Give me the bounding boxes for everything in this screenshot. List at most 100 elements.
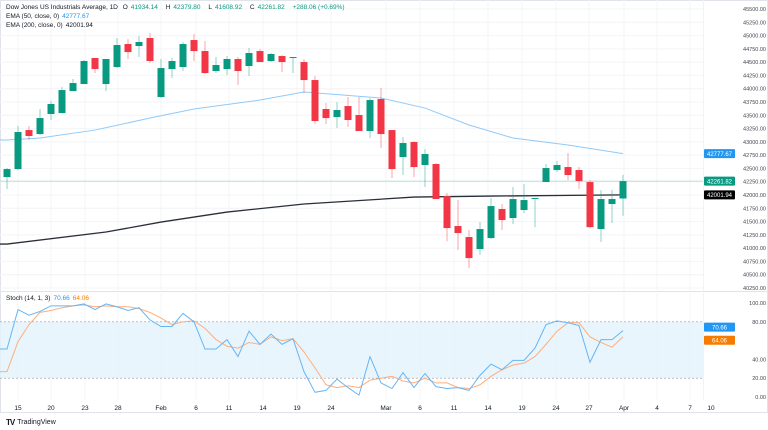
candle bbox=[278, 55, 286, 73]
candle bbox=[91, 57, 99, 74]
stoch-k-value: 70.66 bbox=[53, 295, 70, 302]
candle-body bbox=[454, 226, 462, 234]
x-tick-label: 15 bbox=[14, 405, 22, 412]
stoch-y-tick-label: 20.00 bbox=[752, 376, 766, 382]
x-tick-label: 10 bbox=[707, 405, 715, 412]
candle bbox=[245, 48, 253, 77]
ema50-legend[interactable]: EMA (50, close, 0) 42777.67 bbox=[6, 12, 92, 21]
y-tick-label: 45500.00 bbox=[743, 7, 766, 13]
x-tick-label: 24 bbox=[552, 405, 560, 412]
x-tick-label: 27 bbox=[585, 405, 593, 412]
candle-body bbox=[366, 100, 374, 132]
candle bbox=[322, 103, 330, 125]
candle bbox=[14, 126, 22, 171]
y-tick-label: 41500.00 bbox=[743, 220, 766, 226]
stoch-legend[interactable]: Stoch (14, 1, 3) 70.66 64.06 bbox=[6, 294, 92, 303]
ema50-price-tag-bg bbox=[704, 149, 735, 159]
candle bbox=[564, 153, 572, 181]
ohlc-low: L 41608.92 bbox=[208, 4, 245, 11]
x-tick-label: 14 bbox=[484, 405, 492, 412]
candle-body bbox=[245, 53, 253, 67]
candle-body bbox=[531, 198, 539, 200]
candle-body bbox=[80, 61, 88, 85]
candle-body bbox=[333, 110, 341, 118]
candle-body bbox=[399, 143, 407, 158]
stoch-d-tag: 64.06 bbox=[712, 338, 728, 344]
candle-body bbox=[179, 44, 187, 68]
candle-body bbox=[443, 196, 451, 229]
candle bbox=[366, 98, 374, 139]
candle bbox=[509, 187, 517, 225]
candle-body bbox=[476, 229, 484, 250]
candle bbox=[80, 60, 88, 85]
stoch-d-tag-bg bbox=[704, 335, 735, 345]
candle bbox=[542, 164, 550, 183]
y-tick-label: 40500.00 bbox=[743, 273, 766, 279]
candle-body bbox=[190, 40, 198, 52]
candle-body bbox=[597, 199, 605, 230]
x-tick-label: 20 bbox=[47, 405, 55, 412]
candle-body bbox=[564, 167, 572, 176]
x-tick-label: 6 bbox=[418, 405, 422, 412]
candle bbox=[586, 180, 594, 229]
candle-body bbox=[102, 59, 110, 85]
ema200-line bbox=[0, 194, 624, 245]
candle bbox=[168, 57, 176, 79]
candle-body bbox=[58, 90, 66, 114]
x-tick-label: 14 bbox=[259, 405, 267, 412]
candle-body bbox=[586, 182, 594, 228]
candle-body bbox=[575, 170, 583, 182]
candle bbox=[234, 57, 242, 86]
candle bbox=[619, 174, 627, 216]
candle-body bbox=[388, 130, 396, 170]
stoch-band bbox=[0, 321, 703, 379]
stoch-y-tick-label: 40.00 bbox=[752, 357, 766, 363]
symbol-title: Dow Jones US Industrials Average, 1D bbox=[6, 4, 118, 11]
x-tick-label: 11 bbox=[226, 405, 233, 412]
x-tick-label: Mar bbox=[380, 405, 392, 412]
candle bbox=[498, 204, 506, 231]
candle-body bbox=[355, 115, 363, 132]
ema200-value: 42001.94 bbox=[65, 22, 93, 29]
ohlc-close-value: 42261.82 bbox=[257, 4, 285, 11]
candle-body bbox=[542, 168, 550, 183]
y-tick-label: 41250.00 bbox=[743, 233, 766, 239]
candle-body bbox=[212, 65, 220, 72]
candle bbox=[256, 49, 264, 63]
candle bbox=[597, 190, 605, 243]
candle bbox=[102, 59, 110, 92]
ohlc-open-label: O bbox=[122, 4, 128, 11]
candle bbox=[432, 163, 440, 200]
ema200-price-tag: 42001.94 bbox=[707, 193, 733, 199]
candle bbox=[157, 59, 165, 99]
candle-body bbox=[25, 130, 33, 137]
candle-body bbox=[322, 109, 330, 119]
candle-body bbox=[498, 209, 506, 221]
candle-body bbox=[256, 51, 264, 63]
y-tick-label: 44500.00 bbox=[743, 60, 766, 66]
stoch-d-value: 64.06 bbox=[72, 295, 90, 302]
candle bbox=[190, 34, 198, 62]
ema50-price-tag: 42777.67 bbox=[707, 152, 733, 158]
candle bbox=[355, 97, 363, 132]
candle bbox=[476, 222, 484, 256]
stoch-k-tag: 70.66 bbox=[712, 325, 728, 331]
x-tick-label: 24 bbox=[327, 405, 335, 412]
candle bbox=[487, 198, 495, 240]
ema200-legend[interactable]: EMA (200, close, 0) 42001.94 bbox=[6, 21, 96, 30]
candle bbox=[454, 200, 462, 251]
last-price-tag: 42261.82 bbox=[707, 179, 733, 185]
candle-body bbox=[311, 80, 319, 122]
candle bbox=[267, 53, 275, 63]
candle-body bbox=[421, 154, 429, 166]
y-tick-label: 43000.00 bbox=[743, 140, 766, 146]
candle bbox=[36, 109, 44, 136]
y-tick-label: 44250.00 bbox=[743, 73, 766, 79]
ema50-label: EMA (50, close, 0) bbox=[6, 13, 60, 20]
x-tick-label: 19 bbox=[518, 405, 526, 412]
ema200-price-tag-bg bbox=[704, 190, 735, 200]
candle bbox=[333, 102, 341, 129]
candle-body bbox=[289, 57, 297, 59]
y-tick-label: 41000.00 bbox=[743, 246, 766, 252]
